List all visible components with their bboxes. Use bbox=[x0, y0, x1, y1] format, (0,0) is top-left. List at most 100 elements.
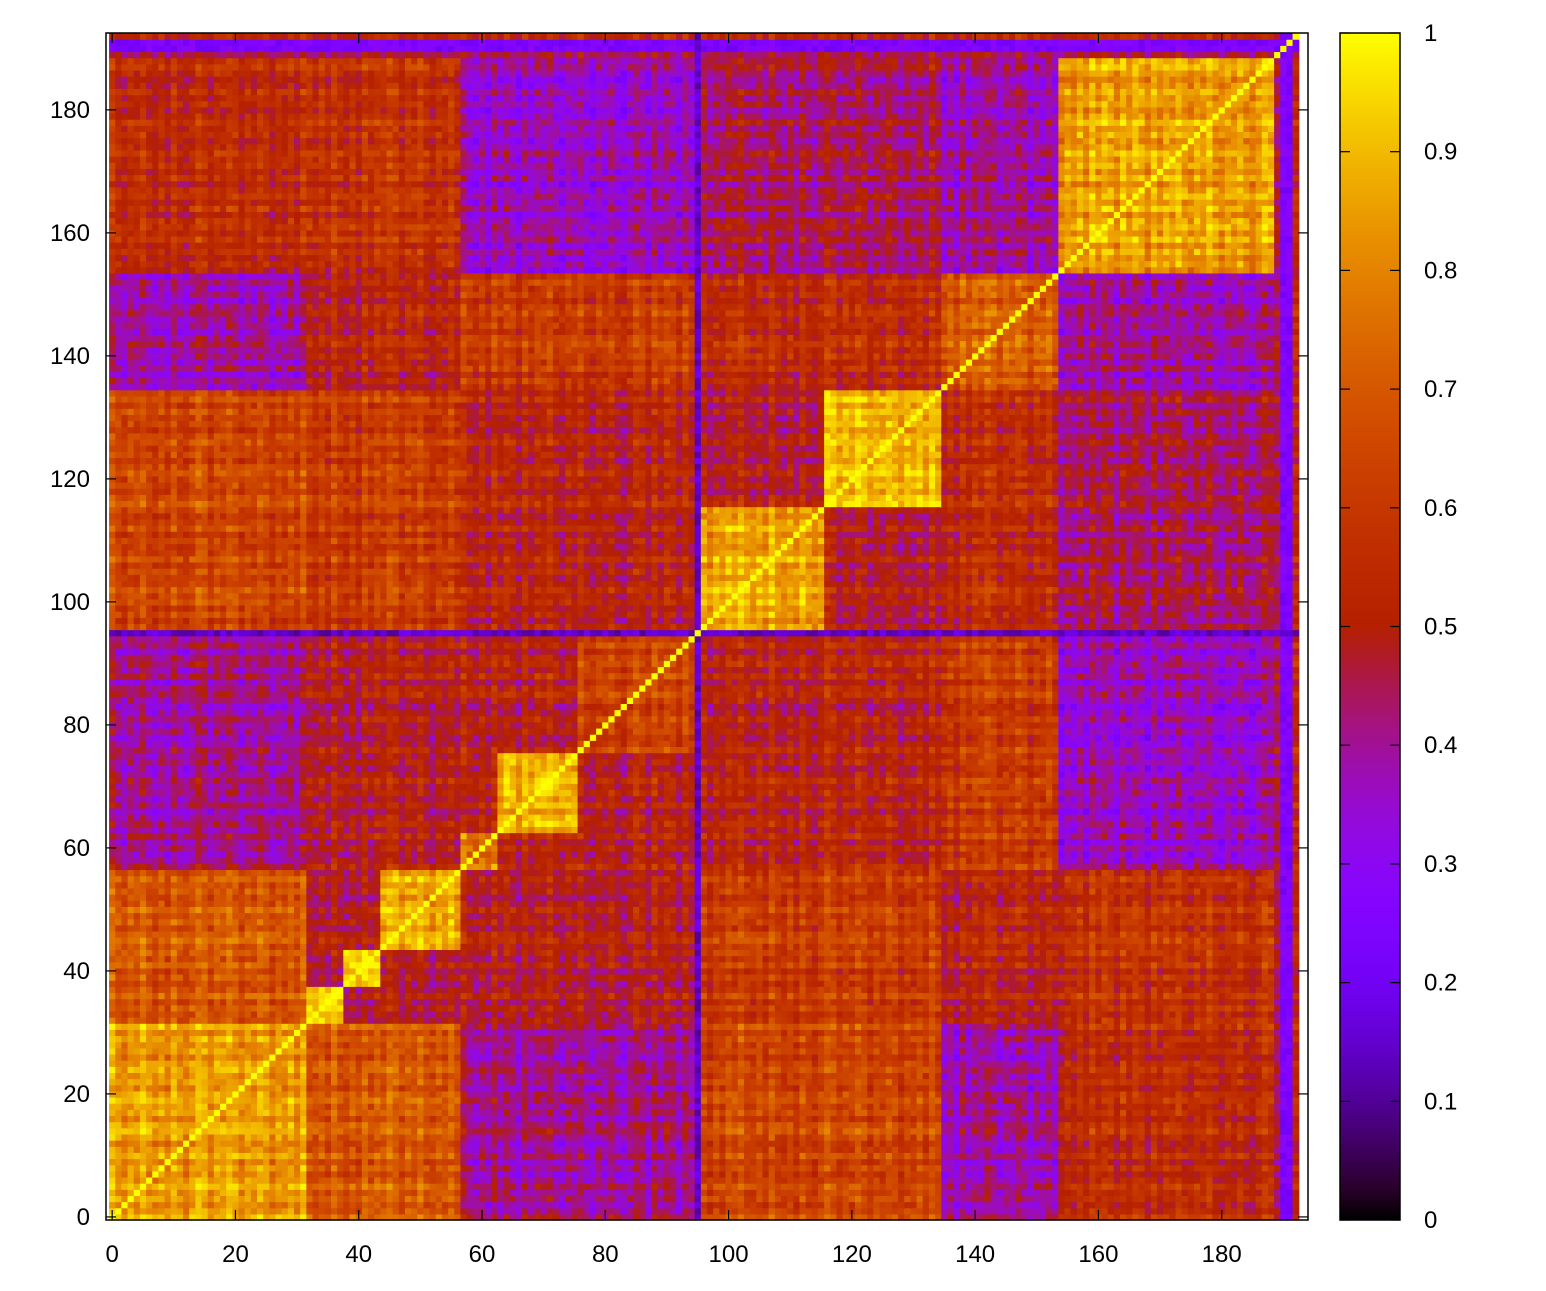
heatmap-cell bbox=[947, 1090, 955, 1098]
heatmap-cell bbox=[287, 1066, 295, 1073]
heatmap-cell bbox=[300, 1133, 307, 1141]
heatmap-cell bbox=[552, 1096, 560, 1104]
heatmap-cell bbox=[1083, 1176, 1090, 1184]
heatmap-cell bbox=[250, 1164, 258, 1172]
heatmap-cell bbox=[645, 1170, 653, 1178]
heatmap-cell bbox=[713, 1176, 720, 1184]
heatmap-cell bbox=[294, 1127, 301, 1135]
heatmap-cell bbox=[978, 1096, 985, 1104]
heatmap-cell bbox=[663, 1096, 671, 1104]
heatmap-cell bbox=[805, 1066, 813, 1073]
heatmap-cell bbox=[361, 1078, 369, 1086]
heatmap-cell bbox=[817, 1096, 825, 1104]
heatmap-cell bbox=[965, 1066, 973, 1073]
heatmap-cell bbox=[577, 1072, 585, 1080]
heatmap-cell bbox=[602, 1103, 609, 1110]
heatmap-cell bbox=[300, 1152, 307, 1160]
heatmap-cell bbox=[1218, 1072, 1226, 1080]
heatmap-cell bbox=[719, 1158, 727, 1166]
heatmap-cell bbox=[109, 1170, 116, 1178]
heatmap-cell bbox=[367, 1176, 375, 1184]
heatmap-cell bbox=[263, 1176, 270, 1184]
heatmap-cell bbox=[620, 1078, 628, 1086]
heatmap-cell bbox=[540, 1078, 548, 1086]
heatmap-cell bbox=[1181, 1146, 1189, 1153]
heatmap-cell bbox=[1089, 1176, 1096, 1184]
heatmap-cell bbox=[460, 1152, 468, 1160]
heatmap-cell bbox=[1206, 1133, 1214, 1141]
heatmap-cell bbox=[626, 1201, 634, 1209]
heatmap-cell bbox=[873, 1140, 881, 1147]
heatmap-cell bbox=[232, 1133, 240, 1141]
heatmap-cell bbox=[361, 1115, 369, 1123]
heatmap-cell bbox=[1169, 1103, 1177, 1110]
heatmap-cell bbox=[1002, 1140, 1010, 1147]
heatmap-cell bbox=[281, 1060, 289, 1067]
heatmap-cell bbox=[1132, 1189, 1140, 1196]
heatmap-cell bbox=[1163, 1109, 1170, 1117]
heatmap-cell bbox=[762, 1158, 770, 1166]
heatmap-cell bbox=[380, 1072, 388, 1080]
heatmap-cell bbox=[275, 1127, 283, 1135]
heatmap-cell bbox=[719, 1109, 727, 1117]
heatmap-cell bbox=[731, 1133, 739, 1141]
heatmap-cell bbox=[361, 1140, 369, 1147]
heatmap-cell bbox=[571, 1213, 579, 1221]
heatmap-cell bbox=[1255, 1176, 1263, 1184]
heatmap-cell bbox=[1261, 1152, 1269, 1160]
heatmap-cell bbox=[768, 1133, 776, 1141]
heatmap-cell bbox=[1218, 1176, 1226, 1184]
heatmap-cell bbox=[183, 1195, 190, 1203]
heatmap-cell bbox=[515, 1158, 523, 1166]
heatmap-cell bbox=[491, 1127, 499, 1135]
heatmap-cell bbox=[367, 1152, 375, 1160]
heatmap-cell bbox=[497, 1103, 505, 1110]
heatmap-cell bbox=[891, 1109, 899, 1117]
heatmap-cell bbox=[454, 1207, 462, 1215]
heatmap-cell bbox=[423, 1140, 431, 1147]
heatmap-cell bbox=[571, 1170, 579, 1178]
heatmap-cell bbox=[805, 1170, 813, 1178]
heatmap-cell bbox=[577, 1109, 585, 1117]
heatmap-cell bbox=[115, 1115, 123, 1123]
heatmap-cell bbox=[941, 1066, 948, 1073]
heatmap-cell bbox=[645, 1207, 653, 1215]
heatmap-cell bbox=[922, 1127, 930, 1135]
heatmap-cell bbox=[478, 1183, 486, 1190]
heatmap-cell bbox=[1286, 1133, 1294, 1141]
heatmap-cell bbox=[361, 1183, 369, 1190]
heatmap-cell bbox=[608, 1078, 616, 1086]
heatmap-cell bbox=[294, 1201, 301, 1209]
heatmap-cell bbox=[1169, 1201, 1177, 1209]
heatmap-cell bbox=[633, 1084, 640, 1092]
heatmap-cell bbox=[608, 1121, 616, 1129]
heatmap-cell bbox=[213, 1140, 221, 1147]
heatmap-cell bbox=[830, 1127, 838, 1135]
heatmap-cell bbox=[891, 1164, 899, 1172]
heatmap-cell bbox=[220, 1127, 227, 1135]
heatmap-cell bbox=[620, 1133, 628, 1141]
heatmap-cell bbox=[189, 1121, 196, 1129]
heatmap-cell bbox=[152, 1164, 159, 1172]
heatmap-cell bbox=[854, 1201, 862, 1209]
heatmap-cell bbox=[1218, 1090, 1226, 1098]
heatmap-cell bbox=[854, 1195, 862, 1203]
heatmap-cell bbox=[1243, 1195, 1251, 1203]
heatmap-cell bbox=[1002, 1189, 1010, 1196]
heatmap-cell bbox=[1193, 1090, 1201, 1098]
heatmap-cell bbox=[817, 1115, 825, 1123]
heatmap-cell bbox=[854, 1170, 862, 1178]
heatmap-cell bbox=[694, 1176, 702, 1184]
heatmap-cell bbox=[478, 1146, 486, 1153]
heatmap-cell bbox=[959, 1066, 967, 1073]
heatmap-cell bbox=[509, 1195, 517, 1203]
heatmap-cell bbox=[466, 1164, 474, 1172]
heatmap-cell bbox=[602, 1078, 609, 1086]
heatmap-cell bbox=[959, 1207, 967, 1215]
heatmap-cell bbox=[978, 1078, 985, 1086]
heatmap-cell bbox=[503, 1084, 511, 1092]
heatmap-cell bbox=[146, 1164, 153, 1172]
heatmap-cell bbox=[990, 1103, 998, 1110]
heatmap-cell bbox=[1101, 1152, 1109, 1160]
heatmap-cell bbox=[109, 1084, 116, 1092]
